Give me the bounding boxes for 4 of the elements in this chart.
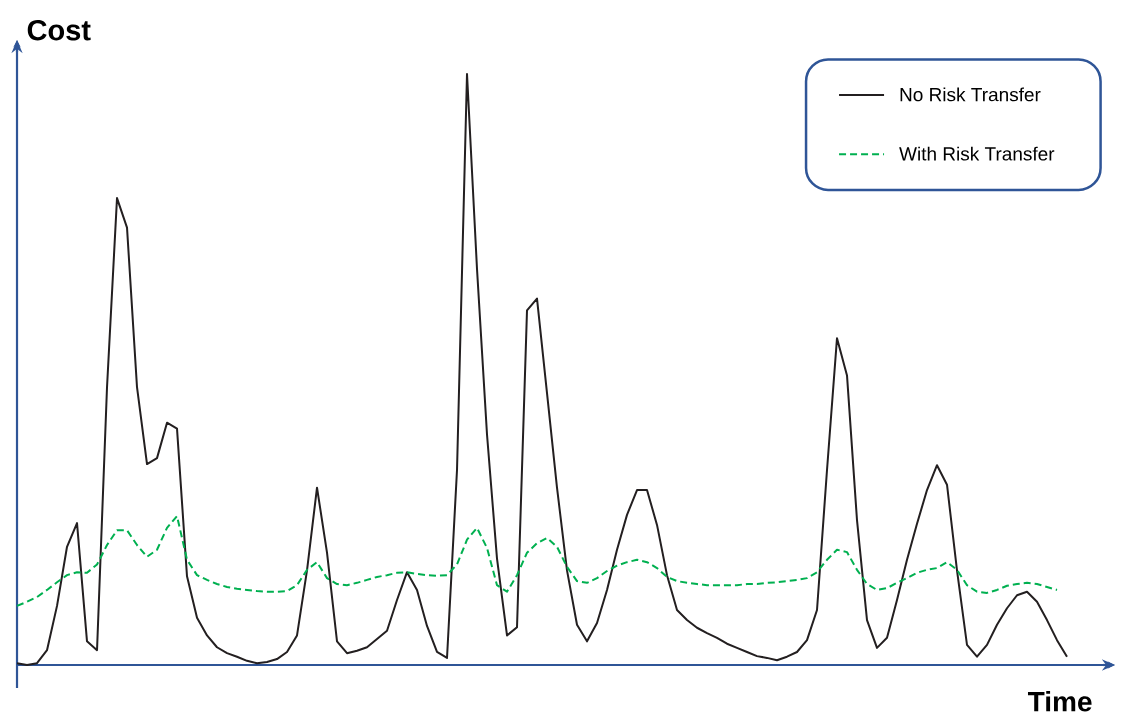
y-axis-title: Cost <box>27 19 91 41</box>
x-axis-title: Time <box>1027 691 1092 712</box>
legend-label: No Risk Transfer <box>900 87 1041 102</box>
legend-label: With Risk Transfer <box>899 146 1055 161</box>
